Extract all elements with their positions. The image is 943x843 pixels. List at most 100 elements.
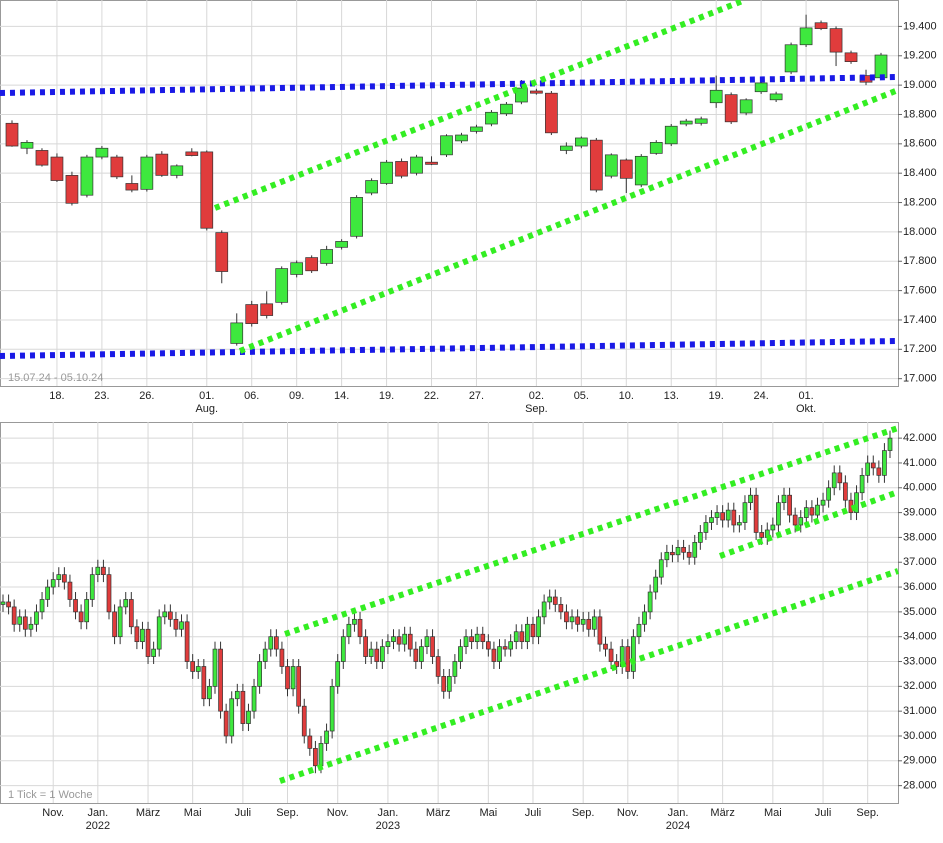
candle-body [110,156,124,178]
candle-body [463,636,469,647]
x-tick-label: Sep. [276,807,299,819]
x-tick-label: Mai [764,807,782,819]
candle-body [714,512,720,518]
candle-body [564,611,569,623]
candle-body [642,611,647,625]
candle-body [145,628,151,657]
candle-body [545,92,558,134]
candle-body [425,161,438,165]
x-tick-label: Sep. [856,807,879,819]
candle-body [140,628,145,643]
x-sub-label: 2024 [666,820,690,832]
x-tick-label: 09. [289,390,304,402]
candle-body [395,161,408,177]
x-sub-label: 2023 [376,820,400,832]
candle-body [324,730,329,744]
candle-body [547,596,553,603]
x-tick-label: Jan. [668,807,689,819]
candle-body [865,462,871,476]
y-tick-label: 18.600 [903,138,937,150]
candle-body [35,150,49,166]
candle-body [396,636,402,645]
candle-body [664,551,670,561]
candle-body [318,743,324,767]
candle-body [101,566,106,575]
x-tick-label: 14. [334,390,349,402]
candle-body [748,494,753,504]
x-tick-label: 19. [379,390,394,402]
candle-body [480,633,486,643]
x-tick-label: 27. [469,390,484,402]
candle-body [694,118,708,124]
y-tick-label: 34.000 [903,631,937,643]
candle-body [753,494,759,533]
candle-body [769,93,783,101]
candle-body [725,509,731,521]
candle-body [50,579,56,588]
candle-body [649,142,663,154]
candle-body [67,581,73,600]
candle-body [285,666,290,690]
x-tick-label: Nov. [327,807,349,819]
candle-body [647,591,653,613]
x-sub-label: 2022 [86,820,110,832]
candle-body [446,676,452,692]
x-tick-label: März [426,807,450,819]
candle-body [50,156,64,181]
x-tick-label: 22. [424,390,439,402]
y-tick-label: 33.000 [903,655,937,667]
candle-body [497,646,502,662]
candle-body [17,616,23,625]
candle-body [681,546,686,553]
candle-body [574,137,588,147]
x-tick-label: Juli [525,807,542,819]
candle-body [134,626,140,643]
candle-body [305,257,319,272]
candle-body [89,574,95,600]
candle-body [575,616,580,625]
candle-body [679,120,693,125]
candle-body [799,27,813,46]
candle-body [112,611,117,638]
candle-body [589,139,603,191]
candle-body [474,633,480,643]
candle-body [675,546,681,556]
candle-body [870,462,876,469]
candle-body [536,616,541,638]
candle-body [720,512,725,521]
candle-body [62,574,67,583]
candle-body [262,648,268,662]
candle-body [290,666,296,690]
candle-body [279,648,285,667]
candle-body [223,710,229,737]
candle-body [709,89,723,104]
x-tick-label: 18. [49,390,64,402]
candle-body [608,648,614,662]
candle-body [410,156,423,174]
candle-body [508,641,514,650]
candle-body [123,599,129,608]
candle-body [631,636,636,672]
candle-body [229,698,235,737]
candle-body [329,685,335,732]
trendline [238,87,900,354]
y-tick-label: 17.000 [903,373,937,385]
candle-body [530,623,536,638]
candle-body [80,156,94,196]
y-tick-label: 28.000 [903,780,937,792]
candle-body [379,646,385,662]
candle-body [335,241,348,248]
candle-body [826,487,831,501]
candle-body [614,661,619,667]
candle-body [307,735,313,749]
candle-body [586,618,592,630]
candle-body [290,262,304,275]
y-tick-label: 18.400 [903,167,937,179]
candle-body [759,532,765,538]
candle-body [140,156,154,190]
candle-body [274,636,279,650]
candle-body [155,153,169,176]
candle-body [313,748,318,767]
candle-body [0,601,6,605]
